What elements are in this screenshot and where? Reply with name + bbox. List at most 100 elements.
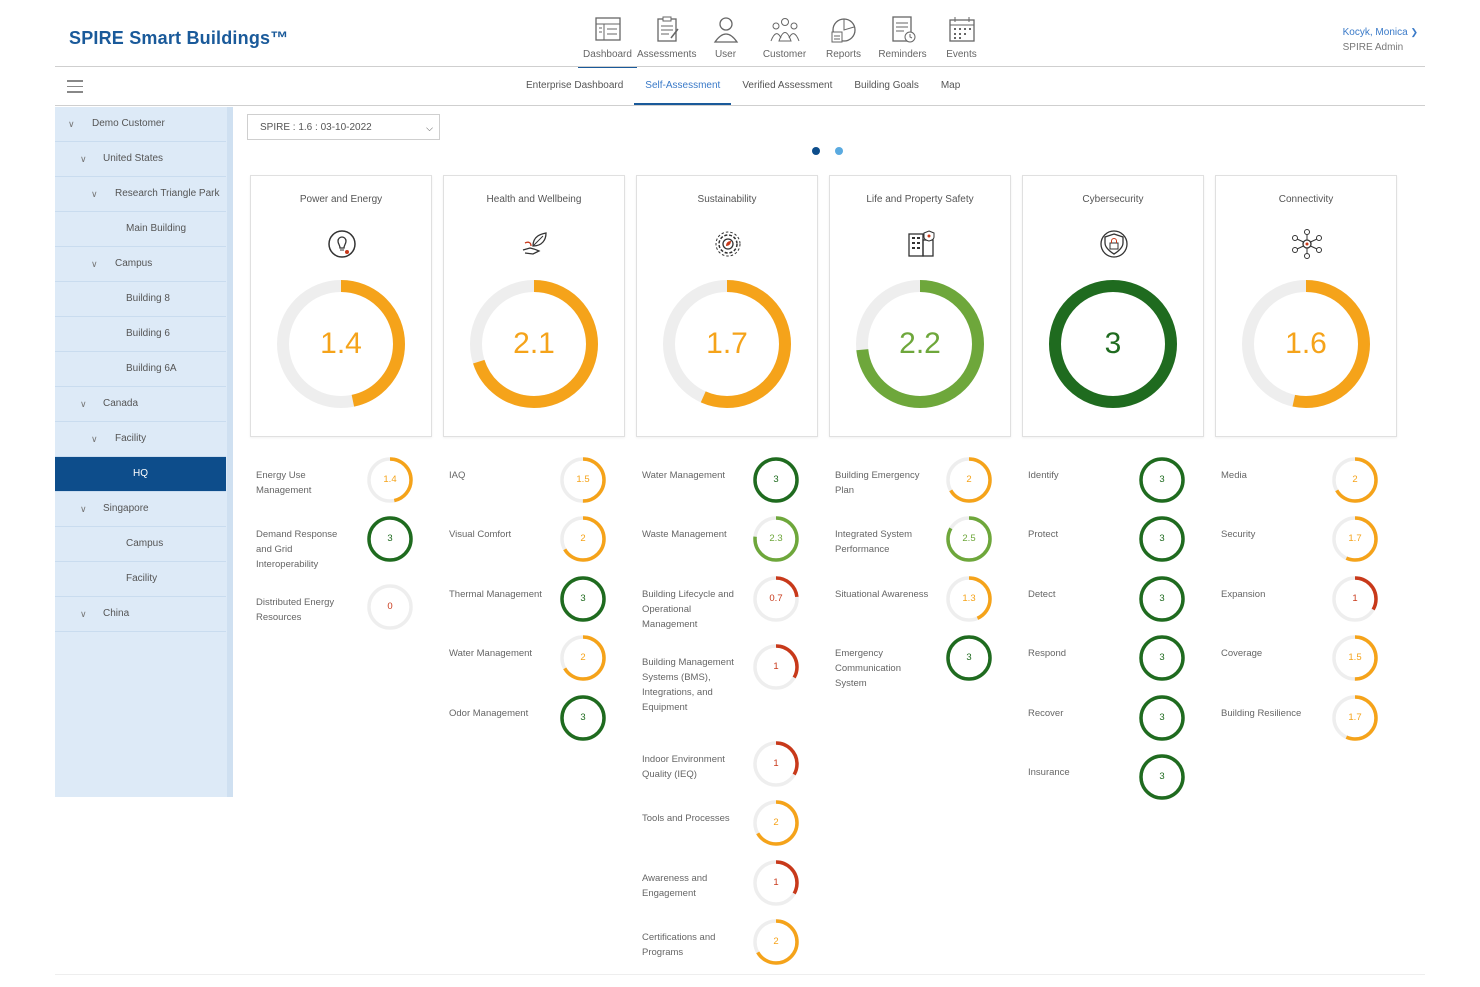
chevron-down-icon[interactable]: ∨: [91, 189, 98, 199]
sub-score-gauge: [560, 516, 606, 562]
sub-score-value: 0: [387, 601, 393, 612]
sub-score-gauge: [753, 516, 799, 562]
tree-item-label: United States: [103, 153, 164, 164]
assessment-select[interactable]: SPIRE : 1.6 : 03-10-2022 ⌵: [247, 114, 440, 140]
tree-item[interactable]: ∨ United States: [55, 142, 226, 177]
sidebar-scrollbar[interactable]: [227, 107, 233, 797]
nav-events[interactable]: Events: [932, 14, 991, 66]
sub-score-value: 3: [1159, 652, 1165, 663]
gauge-arc: [367, 457, 413, 503]
gauge-arc: [663, 280, 791, 408]
tree-item[interactable]: ∨ Canada: [55, 387, 226, 422]
tree-item[interactable]: Building 8: [55, 282, 226, 317]
category-card[interactable]: Health and Wellbeing 2.1: [443, 175, 625, 437]
sub-score-value: 1: [773, 877, 779, 888]
sub-score-value: 2.5: [962, 533, 976, 544]
sub-score-value: 1: [773, 758, 779, 769]
tree-item[interactable]: ∨ Singapore: [55, 492, 226, 527]
sub-score-label: Water Management: [449, 648, 533, 659]
chevron-down-icon[interactable]: ∨: [91, 259, 98, 269]
sub-score-value: 3: [1159, 712, 1165, 723]
gauge-arc: [560, 516, 606, 562]
tab-verified-assessment[interactable]: Verified Assessment: [742, 80, 833, 91]
header-divider: [55, 66, 1425, 67]
tree-item[interactable]: Building 6A: [55, 352, 226, 387]
chevron-down-icon[interactable]: ∨: [80, 154, 87, 164]
category-card[interactable]: Sustainability 1.7: [636, 175, 818, 437]
nav-reports[interactable]: Reports: [814, 14, 873, 66]
category-card[interactable]: Power and Energy 1.4: [250, 175, 432, 437]
chevron-down-icon[interactable]: ∨: [80, 504, 87, 514]
tree-item[interactable]: ∨ Facility: [55, 422, 226, 457]
assessment-select-value: SPIRE : 1.6 : 03-10-2022: [260, 122, 372, 133]
chevron-down-icon[interactable]: ∨: [80, 399, 87, 409]
category-title: Sustainability: [697, 194, 757, 205]
sub-score-value: 1.3: [962, 593, 976, 604]
building-shield-icon: [908, 230, 935, 257]
category-card[interactable]: Life and Property Safety 2.2: [829, 175, 1011, 437]
sub-score-gauge: [367, 457, 413, 503]
category-gauge: [856, 280, 984, 408]
tree-item[interactable]: Main Building: [55, 212, 226, 247]
tab-building-goals[interactable]: Building Goals: [854, 80, 919, 91]
nav-reminders[interactable]: Reminders: [873, 14, 932, 66]
nav-label: Dashboard: [583, 49, 632, 60]
network-icon: [1292, 229, 1322, 259]
user-menu[interactable]: Kocyk, Monica ❯ SPIRE Admin: [1343, 27, 1418, 53]
tab-self-assessment[interactable]: Self-Assessment: [634, 67, 732, 105]
carousel-dot-2[interactable]: [835, 147, 843, 155]
chevron-down-icon[interactable]: ∨: [91, 434, 98, 444]
chevron-down-icon[interactable]: ∨: [80, 609, 87, 619]
location-tree: ∨ Demo Customer ∨ United States ∨ Research Tr…: [55, 107, 233, 797]
sub-score-value: 3: [773, 474, 779, 485]
sub-score-value: 2: [966, 474, 972, 485]
chevron-down-icon[interactable]: ❯: [1410, 27, 1418, 37]
user-name[interactable]: Kocyk, Monica: [1342, 27, 1408, 38]
sub-score-gauge: [1139, 695, 1185, 741]
tree-item[interactable]: Campus: [55, 527, 226, 562]
gauge-arc: [753, 644, 799, 690]
category-score: 2.1: [513, 327, 555, 360]
category-card[interactable]: Cybersecurity 3: [1022, 175, 1204, 437]
sub-score-value: 1: [1352, 593, 1358, 604]
gauge-arc: [1139, 576, 1185, 622]
nav-customer[interactable]: Customer: [755, 14, 814, 66]
sub-score-label: Awareness and Engagement: [642, 873, 708, 899]
sub-score-label: Odor Management: [449, 708, 529, 719]
sub-score-label: Distributed Energy Resources: [256, 597, 335, 623]
tab-enterprise-dashboard[interactable]: Enterprise Dashboard: [526, 80, 624, 91]
hamburger-menu-icon[interactable]: [67, 80, 83, 97]
gauge-arc: [1332, 695, 1378, 741]
category-score: 3: [1104, 327, 1122, 360]
sub-score-gauge: [753, 741, 799, 787]
sub-score-value: 1: [773, 661, 779, 672]
category-score: 1.6: [1285, 327, 1327, 360]
nav-dashboard[interactable]: Dashboard: [578, 14, 637, 68]
carousel-dot-1[interactable]: [812, 147, 820, 155]
gauge-arc: [277, 280, 405, 408]
sub-score-label: Building Management Systems (BMS), Integ…: [642, 657, 734, 713]
gauge-arc: [1139, 754, 1185, 800]
tree-item[interactable]: HQ: [55, 457, 226, 492]
sub-score-value: 1.7: [1348, 533, 1362, 544]
tree-item-label: Canada: [103, 398, 139, 409]
sub-score-value: 3: [1159, 533, 1165, 544]
sub-score-gauge: [1332, 635, 1378, 681]
tree-item[interactable]: ∨ Demo Customer: [55, 107, 226, 142]
nav-user[interactable]: User: [696, 14, 755, 66]
sub-score-gauge: [753, 800, 799, 846]
tree-item-label: Singapore: [103, 503, 149, 514]
tree-item[interactable]: ∨ China: [55, 597, 226, 632]
tree-item[interactable]: ∨ Campus: [55, 247, 226, 282]
category-card[interactable]: Connectivity 1.6: [1215, 175, 1397, 437]
tree-item[interactable]: Facility: [55, 562, 226, 597]
sub-score-value: 2: [580, 533, 586, 544]
tree-item[interactable]: Building 6: [55, 317, 226, 352]
chevron-down-icon[interactable]: ∨: [68, 119, 75, 129]
nav-assessments[interactable]: Assessments: [637, 14, 696, 66]
sub-score-label: Tools and Processes: [642, 813, 730, 824]
lightbulb-icon: [328, 230, 356, 258]
tree-item[interactable]: ∨ Research Triangle Park: [55, 177, 226, 212]
tree-item-label: Demo Customer: [92, 118, 165, 129]
tab-map[interactable]: Map: [940, 80, 961, 91]
